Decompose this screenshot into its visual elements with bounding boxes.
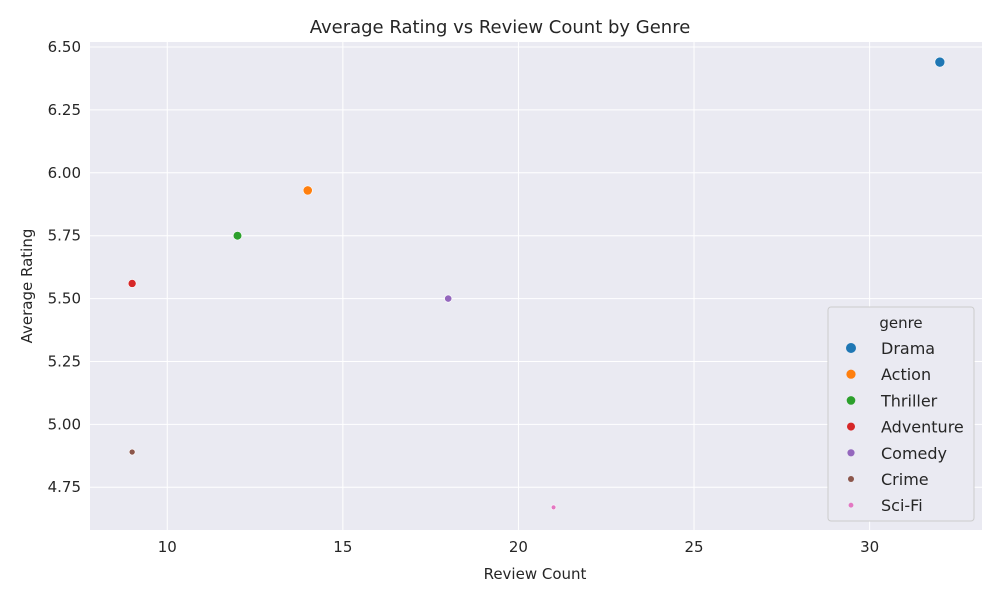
y-tick-label: 6.50 xyxy=(48,38,81,56)
x-tick-label: 15 xyxy=(333,538,352,556)
legend-title: genre xyxy=(879,314,922,332)
y-axis-label: Average Rating xyxy=(18,229,36,344)
x-tick-label: 10 xyxy=(158,538,177,556)
chart-title: Average Rating vs Review Count by Genre xyxy=(310,17,691,38)
x-axis-label: Review Count xyxy=(484,565,587,583)
y-tick-label: 5.00 xyxy=(48,415,81,433)
y-ticks: 4.75 5.00 5.25 5.50 5.75 6.00 6.25 6.50 xyxy=(48,38,81,496)
legend-label: Drama xyxy=(881,339,935,358)
legend-marker-drama xyxy=(846,343,856,353)
legend-label: Comedy xyxy=(881,444,947,463)
legend-label: Sci-Fi xyxy=(881,496,923,515)
legend-marker-adventure xyxy=(847,422,855,431)
point-comedy xyxy=(444,294,453,303)
legend-marker-thriller xyxy=(846,396,856,405)
legend: genre Drama Action Thriller Adventure Comedy… xyxy=(827,306,975,522)
y-tick-label: 4.75 xyxy=(48,478,81,496)
legend-label: Crime xyxy=(881,470,929,489)
data-points xyxy=(127,56,946,511)
legend-marker-comedy xyxy=(847,449,855,457)
legend-marker-crime xyxy=(848,476,854,482)
legend-marker-sci-fi xyxy=(848,502,854,508)
legend-marker-action xyxy=(846,369,856,379)
y-tick-label: 6.00 xyxy=(48,164,81,182)
point-action xyxy=(302,185,313,196)
x-tick-label: 30 xyxy=(860,538,879,556)
y-tick-label: 5.75 xyxy=(48,227,81,245)
y-tick-label: 6.25 xyxy=(48,101,81,119)
point-crime xyxy=(128,448,136,456)
legend-box xyxy=(827,306,975,522)
x-ticks: 10 15 20 25 30 xyxy=(158,538,879,556)
legend-label: Thriller xyxy=(880,391,938,410)
point-drama xyxy=(934,56,946,68)
y-tick-label: 5.50 xyxy=(48,290,81,308)
point-thriller xyxy=(232,231,243,241)
point-adventure xyxy=(127,279,137,288)
legend-label: Adventure xyxy=(881,418,964,437)
y-tick-label: 5.25 xyxy=(48,352,81,370)
legend-label: Action xyxy=(881,365,931,384)
x-tick-label: 25 xyxy=(684,538,703,556)
x-tick-label: 20 xyxy=(509,538,528,556)
point-sci-fi xyxy=(550,504,557,511)
